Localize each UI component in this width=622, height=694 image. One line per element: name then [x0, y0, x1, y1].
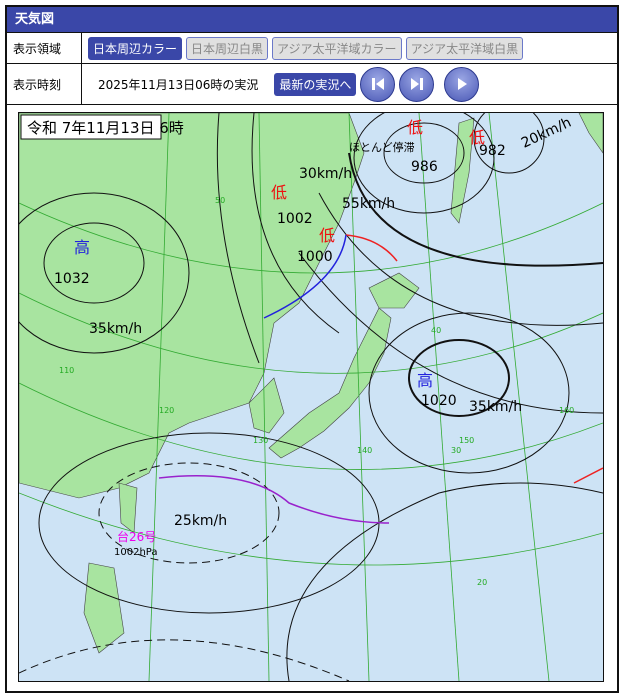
stationary-front	[158, 475, 390, 524]
isobars	[19, 113, 603, 681]
area-asia-color-button[interactable]: アジア太平洋域カラー	[272, 36, 402, 60]
low-label: 低	[319, 226, 335, 245]
motion-label: 55km/h	[342, 196, 395, 212]
svg-text:40: 40	[431, 326, 441, 335]
front-east	[573, 467, 603, 484]
skip-next-icon	[410, 78, 423, 90]
svg-text:20: 20	[477, 578, 487, 587]
svg-text:140: 140	[357, 446, 372, 455]
grid-labels: 50 40 30 20 140 150 160 130 120 110	[59, 196, 574, 587]
svg-text:120: 120	[159, 406, 174, 415]
motion-label: 30km/h	[299, 166, 352, 182]
motion-label: 25km/h	[174, 513, 227, 529]
land-philippines	[83, 562, 125, 654]
area-japan-color-button[interactable]: 日本周辺カラー	[88, 36, 183, 60]
next-button[interactable]	[399, 66, 435, 102]
time-label: 表示時刻	[7, 64, 82, 104]
warm-front	[345, 234, 398, 262]
lat-lon-grid	[19, 113, 603, 681]
low-label: 低	[469, 128, 485, 147]
low-label: 低	[407, 118, 423, 137]
motion-label: 35km/h	[469, 399, 522, 415]
land-taiwan	[118, 482, 138, 534]
low-label: 低	[271, 183, 287, 202]
land-hokkaido	[368, 272, 420, 309]
latest-button[interactable]: 最新の実況へ	[274, 72, 357, 96]
play-button[interactable]	[444, 66, 480, 102]
time-row: 表示時刻 2025年11月13日06時の実況 最新の実況へ	[7, 64, 617, 105]
pressure-label: 986	[411, 159, 438, 175]
skip-first-icon	[371, 78, 384, 90]
typhoon-pressure: 1002hPa	[114, 547, 158, 558]
typhoon-label: 台26号	[117, 529, 156, 544]
svg-text:110: 110	[59, 366, 74, 375]
pressure-label: 1002	[277, 211, 313, 227]
area-asia-mono-button[interactable]: アジア太平洋域白黒	[405, 36, 524, 60]
svg-text:50: 50	[215, 196, 225, 205]
high-label: 高	[417, 371, 433, 390]
play-icon	[457, 78, 467, 90]
pressure-label: 1032	[54, 271, 90, 287]
weather-map: 令和 7年11月13日 6時 高 1032 35km/h 低 1002 30km…	[18, 112, 604, 682]
svg-text:150: 150	[459, 436, 474, 445]
area-row: 表示領域 日本周辺カラー 日本周辺白黒 アジア太平洋域カラー アジア太平洋域白黒	[7, 33, 617, 64]
motion-label: 35km/h	[89, 321, 142, 337]
land-japan	[268, 307, 392, 459]
map-title-box	[20, 114, 162, 140]
land-sakhalin	[450, 117, 475, 224]
area-label: 表示領域	[7, 33, 82, 63]
weather-chart-panel: 天気図 表示領域 日本周辺カラー 日本周辺白黒 アジア太平洋域カラー アジア太平…	[5, 5, 619, 693]
first-button[interactable]	[360, 66, 396, 102]
svg-text:130: 130	[253, 436, 268, 445]
pressure-label: 1020	[421, 393, 457, 409]
cold-front	[263, 234, 347, 319]
land-kamchatka	[578, 113, 603, 154]
display-time: 2025年11月13日06時の実況	[98, 77, 259, 92]
panel-title: 天気図	[7, 7, 617, 33]
motion-label: ほとんど停滞	[349, 140, 415, 154]
high-label: 高	[74, 238, 90, 257]
pressure-label: 1000	[297, 249, 333, 265]
area-japan-mono-button[interactable]: 日本周辺白黒	[186, 36, 269, 60]
map-title: 令和 7年11月13日 6時	[27, 119, 184, 137]
weather-map-svg: 令和 7年11月13日 6時 高 1032 35km/h 低 1002 30km…	[19, 113, 603, 681]
svg-text:30: 30	[451, 446, 461, 455]
system-labels: 高 1032 35km/h 低 1002 30km/h 低 1000 55km/…	[54, 115, 574, 558]
land-korea	[248, 377, 285, 434]
svg-text:160: 160	[559, 406, 574, 415]
pressure-label: 982	[479, 143, 506, 159]
